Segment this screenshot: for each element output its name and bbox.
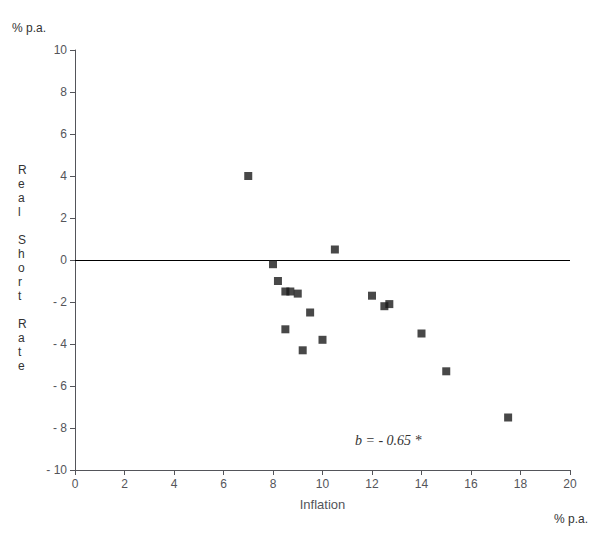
svg-text:10: 10 — [316, 477, 330, 491]
svg-text:18: 18 — [514, 477, 528, 491]
svg-text:- 6: - 6 — [53, 379, 67, 393]
svg-text:e: e — [18, 177, 25, 191]
svg-text:R: R — [18, 317, 27, 331]
svg-text:Inflation: Inflation — [300, 497, 346, 512]
svg-text:r: r — [18, 275, 22, 289]
svg-text:14: 14 — [415, 477, 429, 491]
svg-text:8: 8 — [60, 85, 67, 99]
svg-text:10: 10 — [54, 43, 68, 57]
svg-text:4: 4 — [60, 169, 67, 183]
svg-text:0: 0 — [72, 477, 79, 491]
svg-text:2: 2 — [60, 211, 67, 225]
svg-text:a: a — [18, 331, 25, 345]
svg-text:b = - 0.65 *: b = - 0.65 * — [355, 433, 422, 448]
svg-text:R: R — [18, 163, 27, 177]
svg-text:6: 6 — [220, 477, 227, 491]
svg-text:- 10: - 10 — [46, 463, 67, 477]
svg-text:0: 0 — [60, 253, 67, 267]
svg-text:l: l — [18, 205, 21, 219]
svg-text:a: a — [18, 191, 25, 205]
svg-text:t: t — [18, 289, 22, 303]
svg-text:% p.a.: % p.a. — [554, 512, 588, 526]
svg-text:% p.a.: % p.a. — [12, 21, 46, 35]
svg-text:2: 2 — [121, 477, 128, 491]
svg-text:6: 6 — [60, 127, 67, 141]
svg-text:16: 16 — [464, 477, 478, 491]
svg-text:12: 12 — [365, 477, 379, 491]
svg-text:20: 20 — [563, 477, 577, 491]
svg-text:- 4: - 4 — [53, 337, 67, 351]
svg-text:t: t — [18, 345, 22, 359]
svg-text:8: 8 — [270, 477, 277, 491]
svg-text:4: 4 — [171, 477, 178, 491]
svg-text:h: h — [18, 247, 25, 261]
svg-text:o: o — [18, 261, 25, 275]
svg-text:S: S — [18, 233, 26, 247]
svg-text:- 8: - 8 — [53, 421, 67, 435]
svg-text:- 2: - 2 — [53, 295, 67, 309]
svg-text:e: e — [18, 359, 25, 373]
